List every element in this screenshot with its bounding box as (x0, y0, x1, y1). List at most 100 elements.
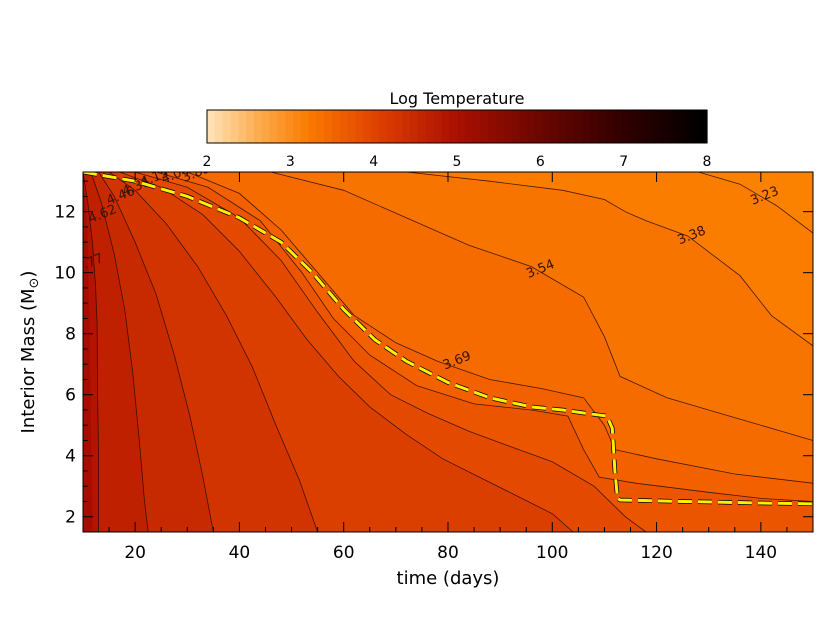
colorbar-cell (574, 110, 583, 143)
contour-fill (83, 172, 93, 532)
colorbar-tick-label: 6 (536, 154, 545, 170)
colorbar-cell (613, 110, 622, 143)
contour-fills (83, 172, 813, 532)
colorbar-cell (261, 110, 271, 143)
contour-line (406, 172, 813, 347)
colorbar-tick-label: 2 (203, 154, 212, 170)
contour-line (108, 172, 318, 532)
colorbar-tick-label: 8 (703, 154, 712, 170)
contour-line (698, 172, 813, 234)
colorbar-cell (691, 110, 700, 143)
y-tick-label: 6 (65, 386, 76, 406)
colorbar-cell (402, 110, 411, 143)
x-tick-label: 140 (745, 543, 777, 563)
colorbar-cell (488, 110, 497, 143)
contour-line (270, 172, 813, 441)
colorbar-cell (527, 110, 536, 143)
colorbar-cell (214, 110, 224, 143)
colorbar-cell (207, 110, 216, 143)
colorbar-cell (683, 110, 692, 143)
colorbar-cell (605, 110, 614, 143)
colorbar-cell (582, 110, 591, 143)
colorbar-cell (386, 110, 396, 143)
contour-fill (83, 172, 149, 532)
colorbar-cell (277, 110, 286, 143)
contour-lines (83, 172, 813, 532)
colorbar (207, 110, 708, 143)
colorbar-cell (558, 110, 567, 143)
x-tick-label: 20 (124, 543, 146, 563)
colorbar-cell (660, 110, 669, 143)
x-tick-label: 100 (536, 543, 568, 563)
x-tick-label: 120 (640, 543, 672, 563)
colorbar-cell (480, 110, 489, 143)
colorbar-cell (230, 110, 239, 143)
colorbar-cell (300, 110, 310, 143)
colorbar-cell (699, 110, 708, 143)
colorbar-cell (597, 110, 607, 143)
colorbar-cell (535, 110, 544, 143)
colorbar-cell (410, 110, 419, 143)
colorbar-tick-label: 7 (619, 154, 628, 170)
y-tick-label: 10 (54, 264, 76, 284)
colorbar-title: Log Temperature (389, 89, 524, 108)
contour-line (187, 172, 813, 484)
x-tick-label: 40 (229, 543, 251, 563)
colorbar-cell (464, 110, 474, 143)
contour-line (98, 172, 214, 532)
colorbar-frame (206, 109, 708, 144)
colorbar-cell (363, 110, 372, 143)
colorbar-cell (675, 110, 685, 143)
colorbar-cell (496, 110, 505, 143)
colorbar-cell (449, 110, 458, 143)
colorbar-cell (378, 110, 388, 143)
contour-line (134, 172, 647, 532)
colorbar-cell (519, 110, 528, 143)
colorbar-cell (417, 110, 427, 143)
colorbar-cell (246, 110, 255, 143)
colorbar-cell (332, 110, 341, 143)
solar-symbol: ⊙ (27, 278, 42, 289)
colorbar-cell (542, 110, 552, 143)
colorbar-cell (589, 110, 599, 143)
y-tick-label: 4 (65, 447, 76, 467)
x-axis-label: time (days) (397, 568, 500, 589)
y-tick-label: 8 (65, 325, 76, 345)
contour-line (155, 172, 813, 502)
colorbar-cell (433, 110, 442, 143)
y-axis: 2 4 6 8 10 12 (54, 180, 813, 528)
colorbar-cell (550, 110, 560, 143)
colorbar-cell (667, 110, 677, 143)
x-tick-label: 80 (437, 543, 459, 563)
colorbar-cell (355, 110, 364, 143)
x-axis: 20 40 60 80 100 120 140 (108, 172, 788, 563)
boundary-line (83, 172, 813, 506)
colorbar-cell (316, 110, 325, 143)
y-axis-label: Interior Mass (M⊙) (18, 271, 42, 434)
colorbar-cell (222, 110, 232, 143)
colorbar-cell (308, 110, 317, 143)
colorbar-cell (292, 110, 302, 143)
colorbar-tick-label: 4 (369, 154, 378, 170)
colorbar-cell (566, 110, 575, 143)
colorbar-cell (472, 110, 482, 143)
colorbar-cell (339, 110, 349, 143)
colorbar-cell (425, 110, 435, 143)
colorbar-cell (511, 110, 521, 143)
colorbar-cell (394, 110, 403, 143)
y-tick-label: 2 (65, 508, 76, 528)
colorbar-cell (503, 110, 513, 143)
colorbar-cell (253, 110, 263, 143)
colorbar-cell (457, 110, 466, 143)
colorbar-cell (636, 110, 646, 143)
colorbar-tick-label: 5 (453, 154, 462, 170)
colorbar-cell (441, 110, 450, 143)
x-tick-label: 60 (333, 543, 355, 563)
colorbar-ticks: 2 3 4 5 6 7 8 (203, 154, 712, 170)
colorbar-cell (628, 110, 638, 143)
colorbar-cell (324, 110, 333, 143)
y-tick-label: 12 (54, 203, 76, 223)
colorbar-cell (238, 110, 247, 143)
